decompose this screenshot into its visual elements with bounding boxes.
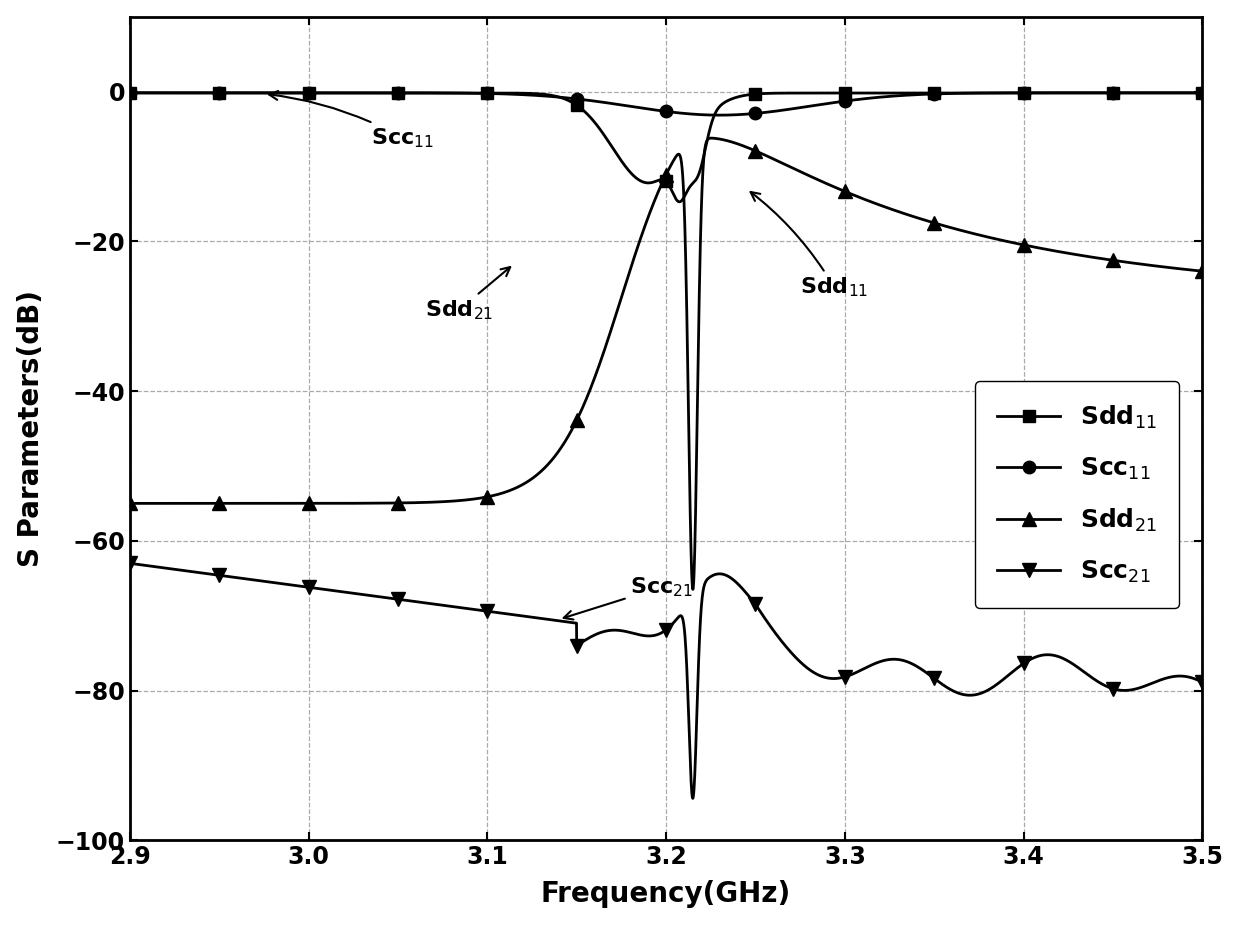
Text: Scc$_{21}$: Scc$_{21}$ <box>564 575 693 620</box>
Text: Sdd$_{21}$: Sdd$_{21}$ <box>425 267 510 322</box>
Text: Sdd$_{11}$: Sdd$_{11}$ <box>750 192 868 300</box>
Y-axis label: S Parameters(dB): S Parameters(dB) <box>16 290 45 567</box>
X-axis label: Frequency(GHz): Frequency(GHz) <box>541 881 791 908</box>
Text: Scc$_{11}$: Scc$_{11}$ <box>269 91 434 150</box>
Legend: Sdd$_{11}$, Scc$_{11}$, Sdd$_{21}$, Scc$_{21}$: Sdd$_{11}$, Scc$_{11}$, Sdd$_{21}$, Scc$… <box>975 381 1179 608</box>
